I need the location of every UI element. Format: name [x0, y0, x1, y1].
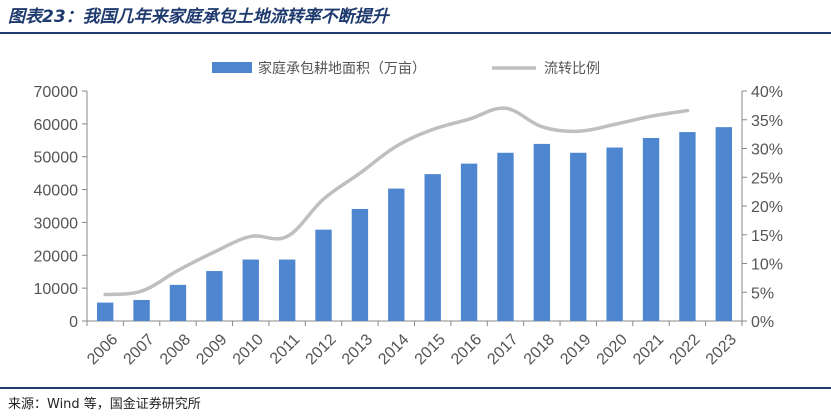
left-axis-tick-label: 60000 — [34, 117, 79, 134]
left-axis-tick-label: 50000 — [34, 150, 79, 167]
right-axis-tick-label: 0% — [751, 314, 774, 331]
right-axis-tick-label: 40% — [751, 84, 783, 101]
right-axis-tick-label: 30% — [751, 142, 783, 159]
bar-2023 — [715, 127, 732, 322]
x-axis-tick-label: 2021 — [630, 331, 667, 368]
legend-bar-label: 家庭承包耕地面积（万亩） — [258, 60, 426, 77]
legend-bar-swatch — [212, 62, 252, 73]
x-axis-tick-label: 2012 — [303, 331, 340, 368]
bar-2006 — [97, 302, 114, 321]
right-axis-tick-label: 25% — [751, 170, 783, 187]
left-axis-tick-label: 70000 — [34, 84, 79, 101]
left-axis-tick-label: 10000 — [34, 281, 79, 298]
x-axis-tick-label: 2017 — [484, 331, 521, 368]
figure-title: 图表23：我国几年来家庭承包土地流转率不断提升 — [8, 7, 389, 27]
right-axis-tick-label: 15% — [751, 228, 783, 245]
x-axis-tick-label: 2011 — [267, 331, 303, 367]
right-axis-tick-label: 35% — [751, 113, 783, 130]
bar-2013 — [351, 208, 369, 321]
left-axis-tick-label: 20000 — [34, 248, 79, 265]
bar-2008 — [169, 284, 187, 321]
bar-2010 — [242, 259, 259, 321]
bar-2016 — [460, 163, 478, 321]
legend-line-label: 流转比例 — [544, 61, 600, 77]
left-axis-tick-label: 0 — [69, 314, 78, 331]
right-axis-tick-label: 10% — [751, 257, 783, 274]
bar-2022 — [679, 132, 696, 321]
title-rule — [0, 32, 831, 34]
x-axis-tick-label: 2018 — [521, 331, 558, 368]
x-axis-tick-label: 2010 — [230, 331, 267, 368]
source-rule — [0, 387, 831, 389]
bar-2020 — [606, 147, 623, 321]
left-axis-tick-label: 30000 — [34, 215, 79, 232]
source-note: 来源：Wind 等，国金证券研究所 — [8, 397, 201, 412]
x-axis-tick-label: 2006 — [84, 331, 121, 368]
right-axis-tick-label: 5% — [751, 285, 774, 302]
x-axis-tick-label: 2020 — [594, 331, 631, 368]
x-axis-tick-label: 2016 — [448, 331, 485, 368]
bar-2011 — [278, 259, 296, 321]
bar-2015 — [424, 174, 441, 321]
line-流转比例 — [103, 106, 690, 297]
x-axis-tick-label: 2022 — [666, 331, 703, 368]
x-axis-tick-label: 2008 — [157, 331, 194, 368]
x-axis-tick-label: 2015 — [412, 331, 449, 368]
x-axis-tick-label: 2014 — [375, 331, 412, 368]
x-axis-tick-label: 2023 — [703, 331, 740, 368]
x-axis-tick-label: 2009 — [193, 331, 230, 368]
x-axis-tick-label: 2019 — [557, 331, 594, 368]
bar-2019 — [570, 152, 587, 321]
x-axis-tick-label: 2007 — [121, 331, 158, 368]
x-axis-tick-label: 2013 — [339, 331, 376, 368]
bar-2017 — [497, 152, 514, 321]
left-axis-tick-label: 40000 — [34, 183, 79, 200]
bar-2021 — [642, 137, 660, 321]
bar-2014 — [388, 188, 405, 321]
bar-2018 — [533, 143, 551, 321]
bar-2009 — [206, 271, 223, 321]
bar-2007 — [133, 299, 150, 321]
right-axis-tick-label: 20% — [751, 199, 783, 216]
bar-2012 — [315, 229, 332, 321]
